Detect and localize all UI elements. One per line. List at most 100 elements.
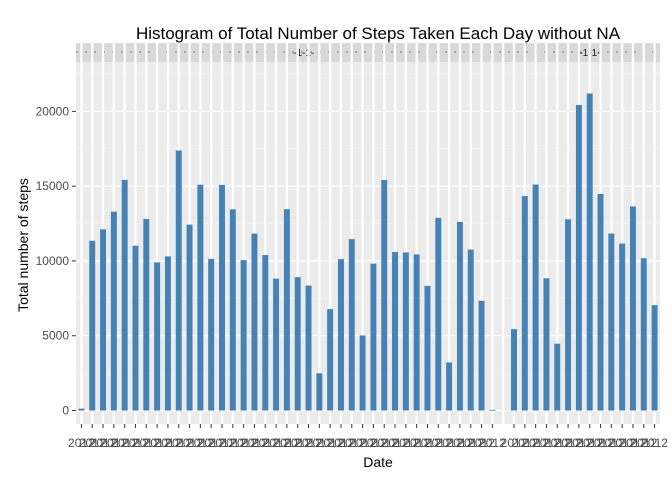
x-tick-label: 2012 (90, 436, 117, 450)
x-tick-label: 2012 (587, 436, 614, 450)
bar (511, 329, 517, 411)
x-tick-label: 2012 (425, 436, 452, 450)
bar (219, 184, 225, 411)
x-tick-label: 2012 (609, 436, 636, 450)
bar (619, 243, 626, 411)
facet-strip: -1-1--1-1- (76, 43, 660, 62)
x-tick-label: 2012 (328, 436, 355, 450)
y-axis: 0 5000 10000 15000 20000 (36, 104, 76, 418)
x-axis-title: Date (363, 454, 393, 470)
x-tick-label: 2012 (511, 436, 538, 450)
bar (446, 362, 453, 411)
bar (651, 305, 658, 411)
bar (251, 233, 258, 411)
bar (89, 240, 96, 411)
x-axis: 2012201220122012201220122012201220122012… (68, 424, 668, 450)
bar (392, 251, 399, 411)
bar (305, 285, 312, 411)
y-axis-title: Total number of steps (15, 178, 31, 312)
x-tick-label: 2012 (68, 436, 95, 450)
y-tick-label: 15000 (36, 179, 70, 193)
bar (208, 258, 215, 411)
bar (164, 256, 171, 411)
y-tick-label: 5000 (42, 329, 69, 343)
x-tick-label: 2012 (295, 436, 322, 450)
x-tick-label: 2012 (317, 436, 344, 450)
bar (381, 179, 388, 411)
bar (283, 209, 290, 411)
x-tick-label: 2012 (555, 436, 582, 450)
bars (78, 93, 658, 411)
x-tick-label: 2012 (133, 436, 160, 450)
bar (186, 224, 193, 411)
x-tick-label: 2012 (306, 436, 333, 450)
x-tick-label: 2012 (209, 436, 236, 450)
x-tick-label: 2012 (198, 436, 225, 450)
x-tick-label: 2012 (122, 436, 149, 450)
bar (413, 254, 420, 411)
bar (262, 255, 269, 411)
x-tick-label: 2012 (414, 436, 441, 450)
bar (575, 104, 582, 411)
x-tick-label: 2012 (501, 436, 528, 450)
bar (175, 150, 182, 411)
x-tick-label: 2012 (176, 436, 203, 450)
bar (121, 179, 128, 411)
x-tick-label: 2012 (533, 436, 560, 450)
bar (565, 219, 572, 411)
bar (467, 249, 474, 411)
bar (543, 278, 550, 411)
x-tick-label: 2012 (274, 436, 301, 450)
facet-strip-label: -1-1- (293, 48, 314, 59)
bar (294, 277, 301, 411)
bar (348, 239, 355, 411)
x-tick-label: 2012 (447, 436, 474, 450)
x-tick-label: 2012 (403, 436, 430, 450)
bar (370, 263, 377, 411)
bar (554, 343, 561, 411)
x-tick-label: 2012 (187, 436, 214, 450)
x-tick-label: 2012 (436, 436, 463, 450)
bar (327, 309, 334, 411)
x-tick-label: 2012 (360, 436, 387, 450)
bar (456, 221, 463, 411)
bar (143, 218, 150, 411)
x-tick-label: 2012 (457, 436, 484, 450)
x-tick-label: 2012 (641, 436, 668, 450)
x-tick-label: 2012 (598, 436, 625, 450)
bar (240, 260, 247, 411)
bar (478, 300, 485, 411)
bar (597, 193, 604, 411)
x-tick-label: 2012 (630, 436, 657, 450)
bar (532, 184, 539, 411)
chart-title: Histogram of Total Number of Steps Taken… (136, 24, 621, 43)
x-tick-label: 2012 (522, 436, 549, 450)
x-tick-label: 2012 (144, 436, 171, 450)
x-tick-label: 2012 (468, 436, 495, 450)
x-tick-label: 2012 (230, 436, 257, 450)
x-tick-label: 2012 (349, 436, 376, 450)
x-tick-label: 2012 (252, 436, 279, 450)
bar (359, 335, 366, 411)
x-tick-label: 2012 (284, 436, 311, 450)
bar (608, 233, 615, 411)
x-tick-label: 2012 (101, 436, 128, 450)
x-tick-label: 2012 (382, 436, 409, 450)
bar (229, 209, 236, 411)
facet-strip-background (76, 43, 660, 62)
bar (586, 93, 593, 411)
x-tick-label: 2012 (479, 436, 506, 450)
bar (489, 409, 496, 411)
bar (100, 229, 107, 411)
plot-panel (76, 62, 660, 424)
bar (629, 206, 636, 411)
x-tick-label: 2012 (79, 436, 106, 450)
bar (521, 196, 528, 411)
bar (402, 252, 409, 411)
x-tick-label: 2012 (620, 436, 647, 450)
x-tick-label: 2012 (393, 436, 420, 450)
bar (435, 217, 442, 411)
x-tick-label: 2012 (338, 436, 365, 450)
bar (424, 285, 431, 411)
